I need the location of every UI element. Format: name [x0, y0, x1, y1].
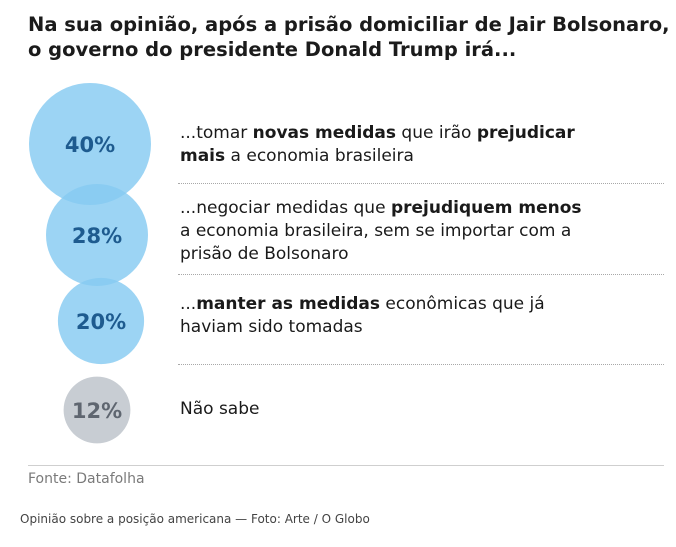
bubble-28 [46, 184, 148, 286]
answer-line: prisão de Bolsonaro [180, 243, 600, 266]
bubble-20 [57, 277, 145, 365]
answer-text-4: Não sabe [180, 398, 600, 421]
answer-segment: a economia brasileira, sem se importar c… [180, 221, 572, 241]
chart-title-line-1: Na sua opinião, após a prisão domiciliar… [28, 13, 670, 36]
bubble-12 [63, 376, 131, 444]
answer-emphasis: prejudiquem menos [390, 198, 582, 218]
answer-line: haviam sido tomadas [180, 316, 600, 339]
answer-emphasis: mais [180, 146, 226, 166]
answer-separator [178, 364, 664, 365]
chart-title: Na sua opinião, após a prisão domiciliar… [28, 12, 670, 62]
answer-segment: Não sabe [180, 399, 260, 419]
chart-title-line-2: o governo do presidente Donald Trump irá… [28, 38, 517, 61]
answer-line: mais a economia brasileira [180, 145, 600, 168]
data-label-20: 20% [76, 310, 126, 334]
answer-segment: que irão [396, 123, 477, 143]
answer-segment: ... [180, 294, 197, 314]
source-note: Fonte: Datafolha [28, 471, 145, 487]
answer-text-1: ...tomar novas medidas que irão prejudic… [180, 122, 600, 168]
answer-line: Não sabe [180, 398, 600, 421]
data-label-28: 28% [72, 224, 122, 248]
answer-separator [178, 274, 664, 275]
answer-line: ...negociar medidas que prejudiquem meno… [180, 197, 600, 220]
image-caption: Opinião sobre a posição americana — Foto… [20, 512, 370, 526]
answer-segment: ...tomar [180, 123, 253, 143]
answer-segment: prisão de Bolsonaro [180, 244, 349, 264]
answer-line: ...tomar novas medidas que irão prejudic… [180, 122, 600, 145]
answer-separator [178, 183, 664, 184]
answer-segment: econômicas que já [379, 294, 545, 314]
answer-segment: a economia brasileira [225, 146, 414, 166]
answer-emphasis: manter as medidas [196, 294, 380, 314]
answer-segment: ...negociar medidas que [180, 198, 391, 218]
answer-emphasis: novas medidas [252, 123, 397, 143]
answer-line: ...manter as medidas econômicas que já [180, 293, 600, 316]
footer-divider [28, 465, 664, 466]
data-label-40: 40% [65, 133, 115, 157]
answer-text-3: ...manter as medidas econômicas que já ha… [180, 293, 600, 339]
data-label-12: 12% [72, 399, 122, 423]
bubble-40 [29, 83, 151, 205]
answer-line: a economia brasileira, sem se importar c… [180, 220, 600, 243]
answer-text-2: ...negociar medidas que prejudiquem meno… [180, 197, 600, 266]
answer-segment: haviam sido tomadas [180, 317, 363, 337]
answer-emphasis: prejudicar [476, 123, 575, 143]
